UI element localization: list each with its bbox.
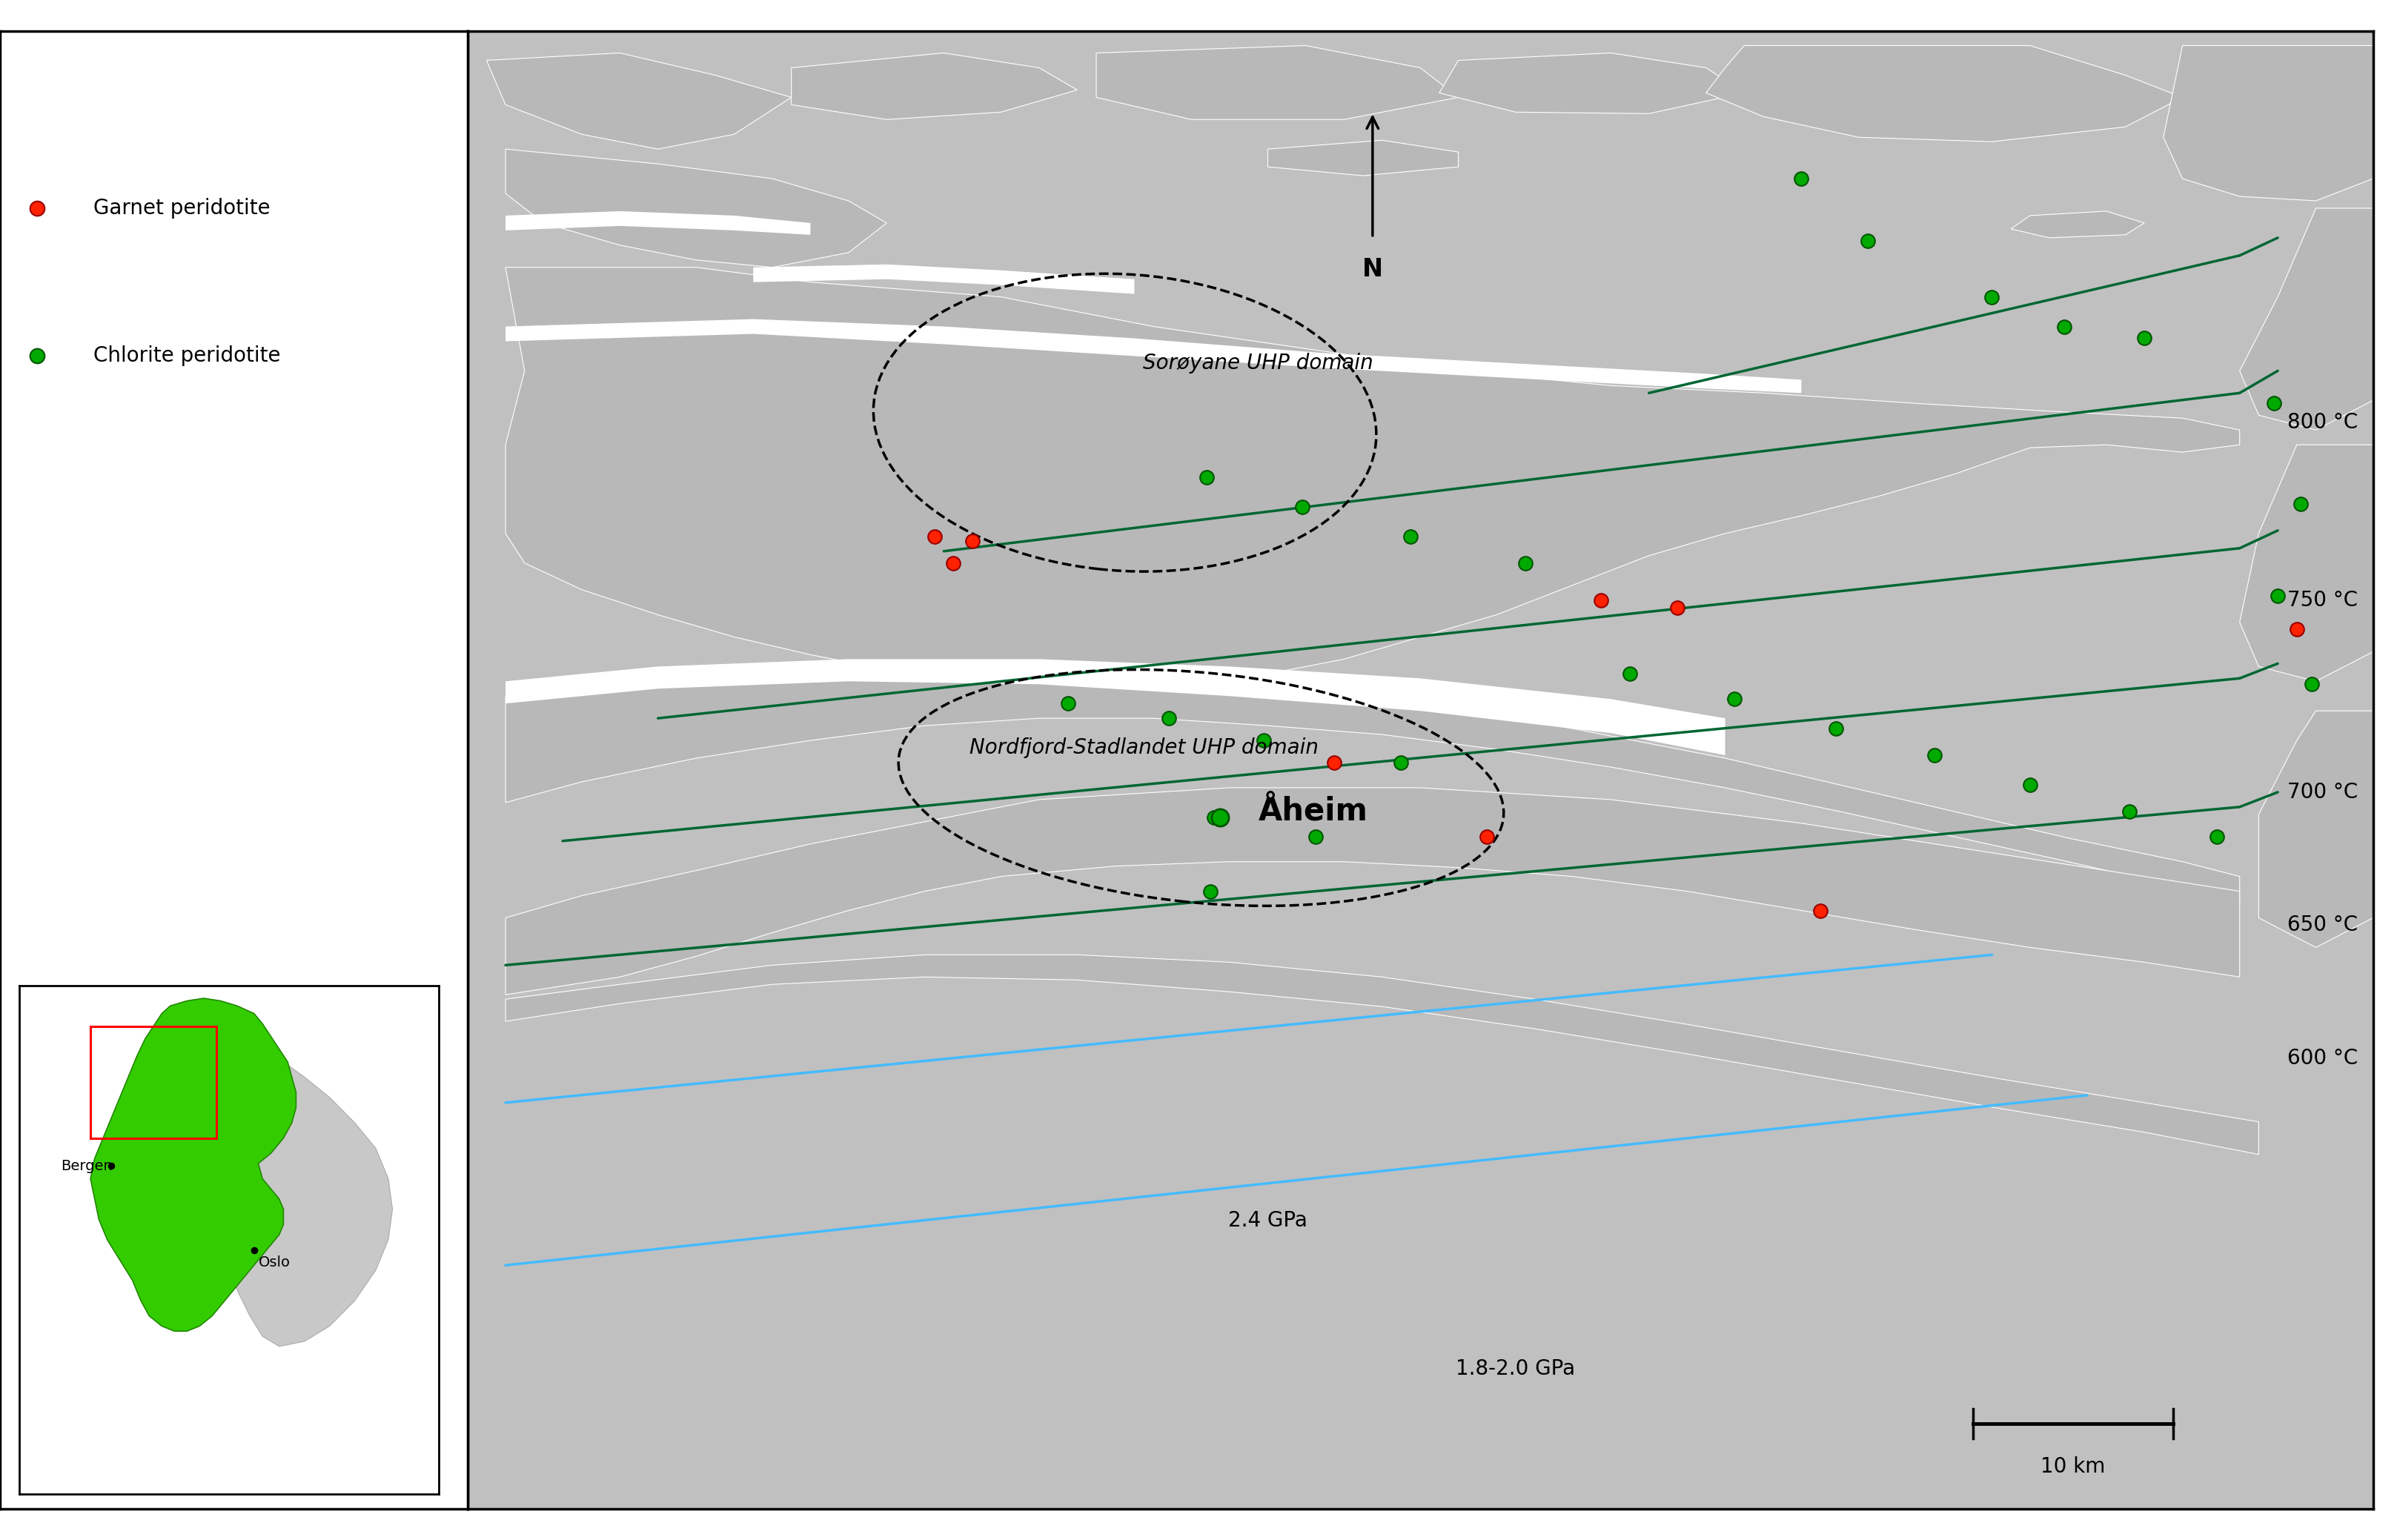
Point <box>2256 391 2294 416</box>
Text: Åheim: Åheim <box>1258 796 1369 827</box>
Point <box>1817 716 1855 741</box>
Text: Sorøyane UHP domain: Sorøyane UHP domain <box>1143 353 1373 374</box>
Point <box>2294 671 2332 696</box>
Bar <box>91 1026 216 1138</box>
Point <box>93 1153 132 1178</box>
Polygon shape <box>2164 46 2373 200</box>
Text: Chlorite peridotite: Chlorite peridotite <box>93 345 280 367</box>
Point <box>1915 742 1954 767</box>
Point <box>2282 491 2320 516</box>
Text: 10 km: 10 km <box>2040 1455 2105 1477</box>
Text: Bergen: Bergen <box>62 1160 113 1173</box>
Point <box>2198 824 2236 849</box>
Point <box>19 343 58 368</box>
Point <box>2277 618 2316 642</box>
Polygon shape <box>506 670 2239 902</box>
Text: 600 °C: 600 °C <box>2287 1047 2359 1069</box>
Polygon shape <box>791 52 1076 120</box>
Point <box>2109 799 2148 824</box>
Text: Nordfjord-Stadlandet UHP domain: Nordfjord-Stadlandet UHP domain <box>968 738 1318 758</box>
Point <box>1383 750 1421 775</box>
Point <box>1505 551 1544 576</box>
Polygon shape <box>1707 46 2181 142</box>
Polygon shape <box>506 319 1803 393</box>
Polygon shape <box>91 998 297 1331</box>
Point <box>1047 691 1086 716</box>
Polygon shape <box>506 211 810 234</box>
Text: N: N <box>1361 257 1383 282</box>
Text: Oslo: Oslo <box>259 1255 290 1269</box>
Point <box>1659 594 1697 619</box>
Point <box>1151 705 1189 730</box>
Polygon shape <box>506 268 2239 688</box>
Point <box>1187 465 1225 490</box>
Polygon shape <box>2239 208 2373 430</box>
Polygon shape <box>2258 711 2373 947</box>
Polygon shape <box>487 52 791 149</box>
Point <box>1201 805 1239 830</box>
Point <box>1282 494 1321 519</box>
Point <box>1973 285 2011 310</box>
Text: 700 °C: 700 °C <box>2287 782 2359 802</box>
Point <box>1393 524 1431 548</box>
Point <box>916 524 954 548</box>
Polygon shape <box>2011 211 2145 237</box>
Point <box>1316 750 1354 775</box>
Point <box>1800 898 1838 922</box>
Polygon shape <box>1438 52 1745 114</box>
Point <box>2011 773 2049 798</box>
Point <box>954 528 992 553</box>
Point <box>19 196 58 220</box>
Text: 1.8-2.0 GPa: 1.8-2.0 GPa <box>1455 1358 1575 1380</box>
Point <box>935 551 973 576</box>
Point <box>1716 687 1755 711</box>
Text: Garnet peridotite: Garnet peridotite <box>93 197 271 219</box>
Point <box>2045 314 2083 339</box>
Point <box>1191 879 1230 904</box>
Polygon shape <box>506 149 887 268</box>
Point <box>1196 805 1234 830</box>
Polygon shape <box>506 659 1726 755</box>
Point <box>235 1238 273 1263</box>
Point <box>1582 588 1620 613</box>
Point <box>2126 326 2164 351</box>
Polygon shape <box>230 1063 393 1346</box>
Polygon shape <box>1268 140 1457 176</box>
Point <box>1611 662 1649 687</box>
Text: 750 °C: 750 °C <box>2287 590 2359 610</box>
Text: 2.4 GPa: 2.4 GPa <box>1227 1210 1306 1232</box>
Polygon shape <box>506 955 2258 1155</box>
Polygon shape <box>753 265 1134 294</box>
Point <box>1848 228 1886 253</box>
Point <box>1297 824 1335 849</box>
Point <box>1244 728 1282 753</box>
Text: 800 °C: 800 °C <box>2287 413 2359 433</box>
Point <box>1781 166 1822 191</box>
Polygon shape <box>506 788 2239 995</box>
Polygon shape <box>1095 46 1457 120</box>
Polygon shape <box>2239 445 2373 681</box>
Point <box>1467 824 1505 849</box>
Point <box>2258 584 2296 608</box>
Text: 650 °C: 650 °C <box>2287 915 2359 936</box>
